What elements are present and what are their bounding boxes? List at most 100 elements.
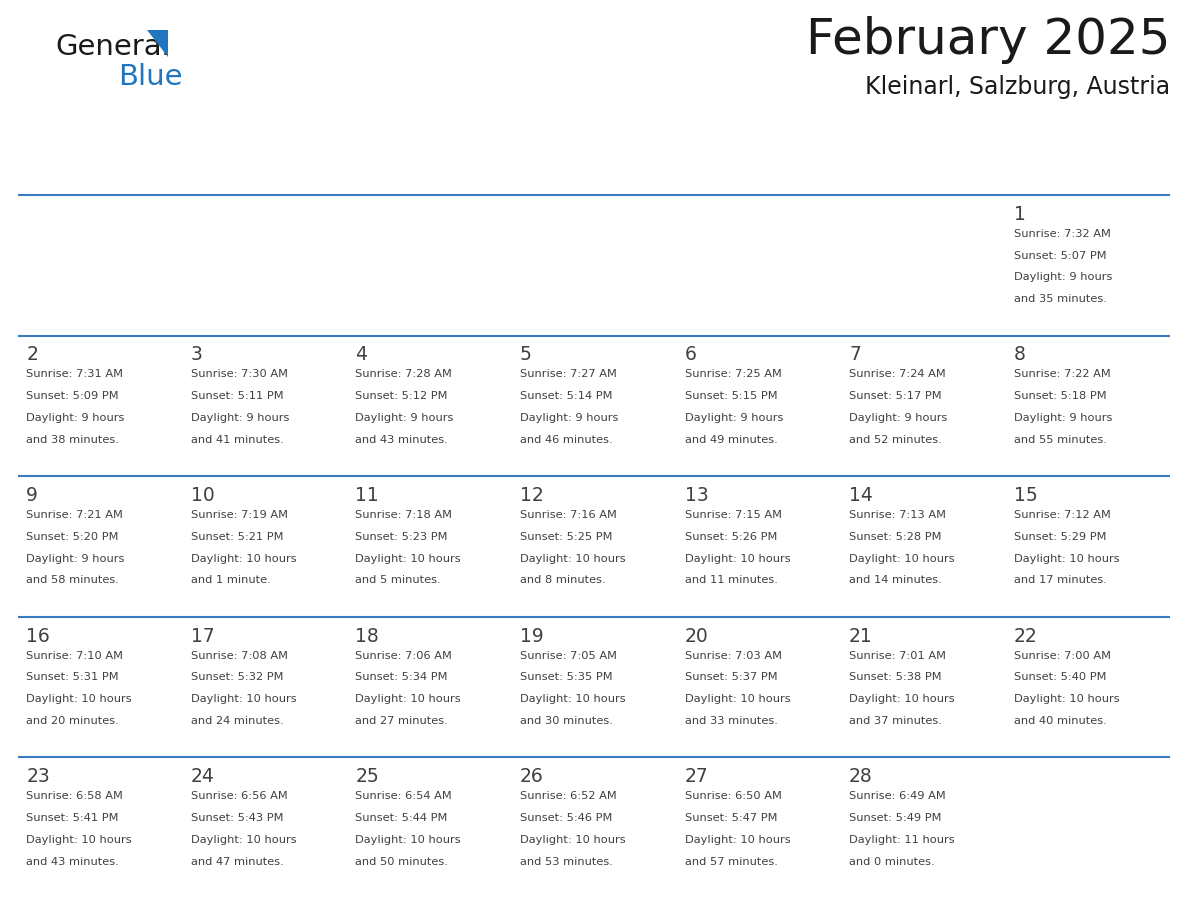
Text: Daylight: 11 hours: Daylight: 11 hours [849, 834, 955, 845]
Text: 11: 11 [355, 486, 379, 505]
Text: Daylight: 9 hours: Daylight: 9 hours [520, 413, 618, 423]
Text: Daylight: 9 hours: Daylight: 9 hours [1013, 413, 1112, 423]
Text: Sunset: 5:23 PM: Sunset: 5:23 PM [355, 532, 448, 542]
Text: 3: 3 [191, 345, 203, 364]
Polygon shape [147, 30, 168, 57]
Text: and 35 minutes.: and 35 minutes. [1013, 294, 1106, 304]
Text: Sunset: 5:14 PM: Sunset: 5:14 PM [520, 391, 613, 401]
Text: Sunset: 5:20 PM: Sunset: 5:20 PM [26, 532, 119, 542]
Text: Daylight: 10 hours: Daylight: 10 hours [191, 694, 297, 704]
Text: and 0 minutes.: and 0 minutes. [849, 856, 935, 867]
Text: Sunrise: 7:16 AM: Sunrise: 7:16 AM [520, 509, 617, 520]
Text: Sunrise: 6:54 AM: Sunrise: 6:54 AM [355, 791, 453, 801]
Text: and 41 minutes.: and 41 minutes. [191, 435, 284, 444]
Text: 14: 14 [849, 486, 873, 505]
Text: Daylight: 9 hours: Daylight: 9 hours [26, 554, 125, 564]
Text: Daylight: 10 hours: Daylight: 10 hours [26, 834, 132, 845]
Text: Daylight: 9 hours: Daylight: 9 hours [355, 413, 454, 423]
Text: Sunset: 5:41 PM: Sunset: 5:41 PM [26, 813, 119, 823]
Text: 28: 28 [849, 767, 873, 786]
Text: 16: 16 [26, 627, 50, 645]
Text: and 30 minutes.: and 30 minutes. [520, 716, 613, 726]
Text: Daylight: 10 hours: Daylight: 10 hours [355, 694, 461, 704]
Text: Sunset: 5:07 PM: Sunset: 5:07 PM [1013, 251, 1106, 261]
Text: 23: 23 [26, 767, 50, 786]
Text: 6: 6 [684, 345, 696, 364]
Text: and 20 minutes.: and 20 minutes. [26, 716, 119, 726]
Text: Daylight: 10 hours: Daylight: 10 hours [520, 554, 626, 564]
Text: Daylight: 10 hours: Daylight: 10 hours [849, 554, 955, 564]
Text: Sunset: 5:47 PM: Sunset: 5:47 PM [684, 813, 777, 823]
Text: Sunrise: 7:30 AM: Sunrise: 7:30 AM [191, 369, 287, 379]
Text: Sunset: 5:34 PM: Sunset: 5:34 PM [355, 672, 448, 682]
Text: 1: 1 [1013, 205, 1025, 224]
Text: Sunrise: 7:06 AM: Sunrise: 7:06 AM [355, 651, 453, 661]
Text: Tuesday: Tuesday [359, 166, 424, 182]
Text: Sunrise: 6:56 AM: Sunrise: 6:56 AM [191, 791, 287, 801]
Text: Daylight: 10 hours: Daylight: 10 hours [684, 554, 790, 564]
Text: Daylight: 10 hours: Daylight: 10 hours [849, 694, 955, 704]
Text: Sunday: Sunday [30, 166, 90, 182]
Text: 2: 2 [26, 345, 38, 364]
Text: Sunrise: 6:50 AM: Sunrise: 6:50 AM [684, 791, 782, 801]
Text: 8: 8 [1013, 345, 1025, 364]
Text: and 58 minutes.: and 58 minutes. [26, 576, 119, 586]
Text: 26: 26 [520, 767, 544, 786]
Text: Sunset: 5:26 PM: Sunset: 5:26 PM [684, 532, 777, 542]
Text: 25: 25 [355, 767, 379, 786]
Text: Sunrise: 7:18 AM: Sunrise: 7:18 AM [355, 509, 453, 520]
Text: and 24 minutes.: and 24 minutes. [191, 716, 284, 726]
Text: Monday: Monday [194, 166, 258, 182]
Text: General: General [55, 33, 170, 61]
Text: and 33 minutes.: and 33 minutes. [684, 716, 777, 726]
Text: Blue: Blue [118, 63, 183, 91]
Text: Daylight: 10 hours: Daylight: 10 hours [520, 834, 626, 845]
Text: Sunrise: 7:00 AM: Sunrise: 7:00 AM [1013, 651, 1111, 661]
Text: Sunrise: 7:12 AM: Sunrise: 7:12 AM [1013, 509, 1111, 520]
Text: Sunset: 5:40 PM: Sunset: 5:40 PM [1013, 672, 1106, 682]
Text: and 14 minutes.: and 14 minutes. [849, 576, 942, 586]
Text: Sunrise: 7:24 AM: Sunrise: 7:24 AM [849, 369, 946, 379]
Text: Sunset: 5:11 PM: Sunset: 5:11 PM [191, 391, 284, 401]
Text: Thursday: Thursday [688, 166, 763, 182]
Text: Kleinarl, Salzburg, Austria: Kleinarl, Salzburg, Austria [865, 75, 1170, 99]
Text: Sunset: 5:29 PM: Sunset: 5:29 PM [1013, 532, 1106, 542]
Text: 10: 10 [191, 486, 215, 505]
Text: Sunset: 5:21 PM: Sunset: 5:21 PM [191, 532, 283, 542]
Text: and 52 minutes.: and 52 minutes. [849, 435, 942, 444]
Text: Daylight: 10 hours: Daylight: 10 hours [684, 694, 790, 704]
Text: Daylight: 10 hours: Daylight: 10 hours [191, 554, 297, 564]
Text: Daylight: 10 hours: Daylight: 10 hours [1013, 694, 1119, 704]
Text: Friday: Friday [852, 166, 902, 182]
Text: Sunset: 5:31 PM: Sunset: 5:31 PM [26, 672, 119, 682]
Text: Sunrise: 7:15 AM: Sunrise: 7:15 AM [684, 509, 782, 520]
Text: 4: 4 [355, 345, 367, 364]
Text: and 40 minutes.: and 40 minutes. [1013, 716, 1106, 726]
Text: 19: 19 [520, 627, 544, 645]
Text: Sunrise: 7:31 AM: Sunrise: 7:31 AM [26, 369, 124, 379]
Text: and 38 minutes.: and 38 minutes. [26, 435, 119, 444]
Text: Sunrise: 7:21 AM: Sunrise: 7:21 AM [26, 509, 124, 520]
Text: Daylight: 10 hours: Daylight: 10 hours [520, 694, 626, 704]
Text: Sunrise: 7:10 AM: Sunrise: 7:10 AM [26, 651, 124, 661]
Text: Daylight: 9 hours: Daylight: 9 hours [849, 413, 948, 423]
Text: 12: 12 [520, 486, 544, 505]
Text: Sunrise: 6:49 AM: Sunrise: 6:49 AM [849, 791, 946, 801]
Text: and 49 minutes.: and 49 minutes. [684, 435, 777, 444]
Text: and 8 minutes.: and 8 minutes. [520, 576, 606, 586]
Text: 17: 17 [191, 627, 215, 645]
Text: Sunrise: 7:28 AM: Sunrise: 7:28 AM [355, 369, 453, 379]
Text: Sunrise: 7:25 AM: Sunrise: 7:25 AM [684, 369, 782, 379]
Text: Sunrise: 7:13 AM: Sunrise: 7:13 AM [849, 509, 946, 520]
Text: Sunrise: 7:32 AM: Sunrise: 7:32 AM [1013, 229, 1111, 239]
Text: Sunset: 5:28 PM: Sunset: 5:28 PM [849, 532, 942, 542]
Text: Daylight: 9 hours: Daylight: 9 hours [684, 413, 783, 423]
Text: and 43 minutes.: and 43 minutes. [355, 435, 448, 444]
Text: Sunset: 5:32 PM: Sunset: 5:32 PM [191, 672, 283, 682]
Text: and 46 minutes.: and 46 minutes. [520, 435, 613, 444]
Text: 13: 13 [684, 486, 708, 505]
Text: and 1 minute.: and 1 minute. [191, 576, 271, 586]
Text: Sunrise: 7:27 AM: Sunrise: 7:27 AM [520, 369, 617, 379]
Text: Sunset: 5:25 PM: Sunset: 5:25 PM [520, 532, 613, 542]
Text: Sunrise: 7:19 AM: Sunrise: 7:19 AM [191, 509, 287, 520]
